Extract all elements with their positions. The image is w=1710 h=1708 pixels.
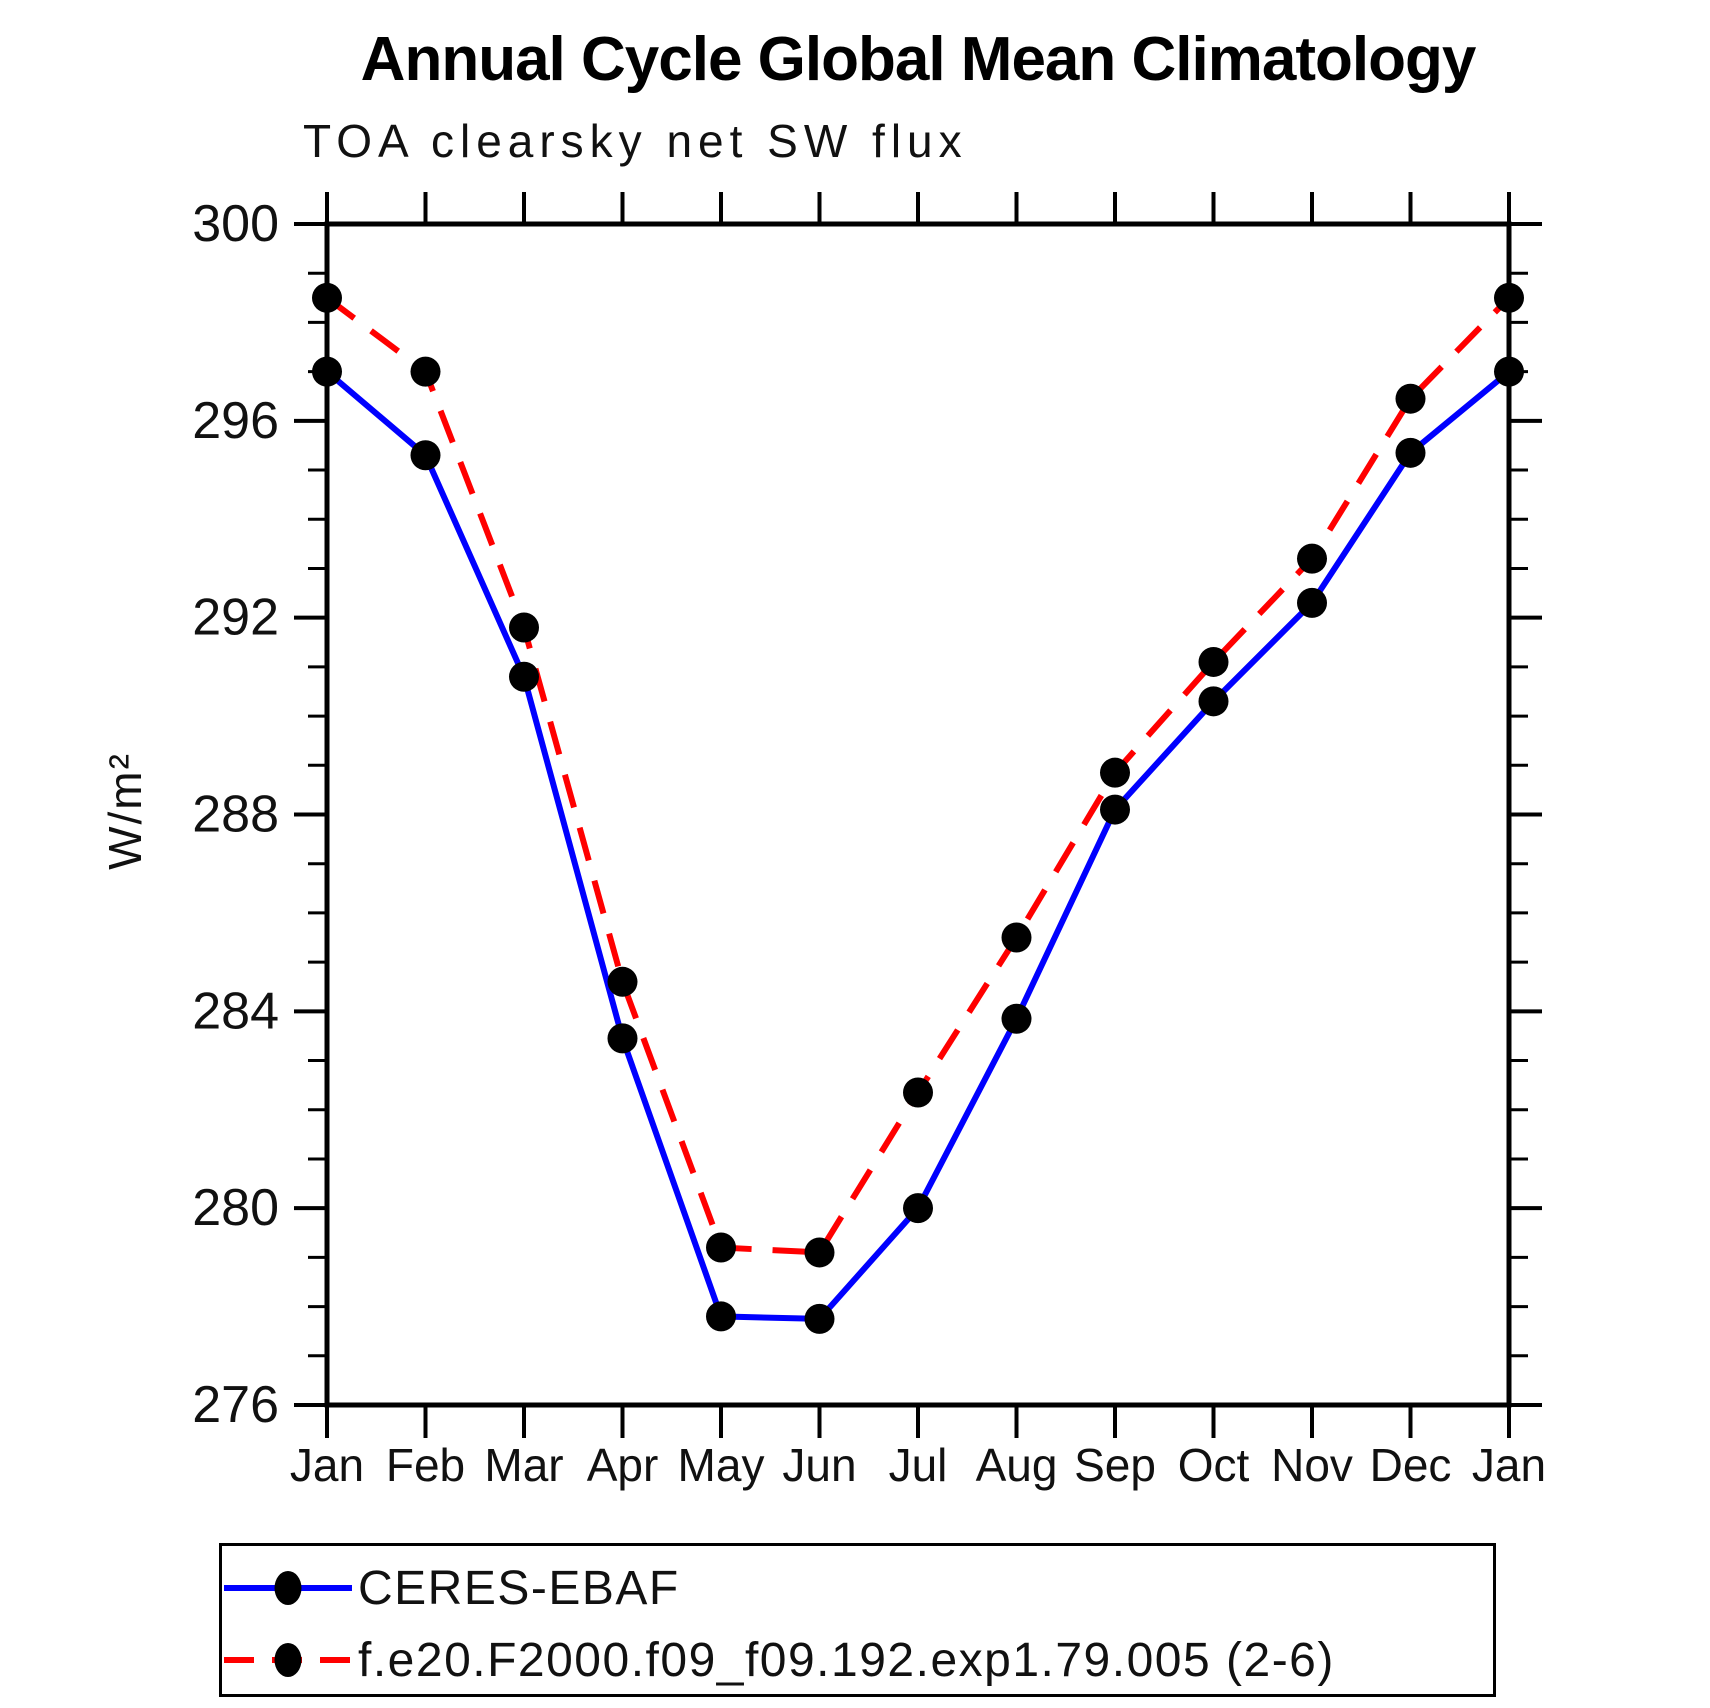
marker-dot (1100, 757, 1130, 788)
legend-item-model-run: f.e20.F2000.f09_f09.192.exp1.79.005 (2-6… (224, 1630, 1335, 1690)
y-tick-label: 296 (192, 392, 279, 450)
marker-dot (509, 661, 539, 692)
axis-box (324, 221, 1512, 1408)
x-tick-label: Oct (1178, 1439, 1250, 1491)
marker-dot (903, 1193, 933, 1224)
y-tick-label: 284 (192, 982, 279, 1040)
y-tick-label: 292 (192, 589, 279, 647)
y-tick-label: 288 (192, 786, 279, 844)
legend-line-sample-red (224, 1643, 352, 1677)
legend-item-ceres-ebaf: CERES-EBAF (224, 1558, 680, 1618)
marker-dot (706, 1232, 736, 1263)
marker-dot (1494, 356, 1524, 387)
marker-dot (410, 440, 441, 471)
legend-line-sample-blue (224, 1571, 352, 1605)
marker-dot (706, 1301, 736, 1332)
legend-marker-dot (274, 1643, 302, 1677)
marker-dot (1100, 794, 1130, 825)
x-tick-label: Apr (587, 1439, 659, 1491)
x-tick-label: Nov (1271, 1439, 1353, 1491)
marker-dot (509, 612, 539, 643)
x-tick-label: Jun (782, 1439, 856, 1491)
marker-dot (804, 1237, 835, 1268)
marker-dot (903, 1077, 933, 1108)
chart-subtitle: TOA clearsky net SW flux (303, 115, 968, 167)
legend-marker-dot (274, 1571, 302, 1605)
y-tick-label: 276 (192, 1376, 279, 1434)
legend-label-ceres-ebaf: CERES-EBAF (358, 1561, 680, 1615)
marker-dot (1001, 922, 1032, 953)
marker-dot (1395, 383, 1426, 414)
marker-dot (607, 966, 638, 997)
series-line-model-run (325, 295, 1512, 1256)
marker-dot (1001, 1003, 1032, 1034)
marker-dot (1198, 646, 1229, 677)
x-tick-label: Aug (976, 1439, 1058, 1491)
marker-dot (1395, 437, 1426, 468)
marker-dot (1297, 543, 1327, 574)
marker-dot (607, 1023, 638, 1054)
legend-label-model-run: f.e20.F2000.f09_f09.192.exp1.79.005 (2-6… (358, 1633, 1335, 1687)
x-tick-label: May (678, 1439, 765, 1491)
x-tick-label: Sep (1074, 1439, 1156, 1491)
marker-dot (804, 1303, 835, 1334)
marker-dot (1198, 686, 1229, 717)
x-tick-label: Jan (290, 1439, 364, 1491)
marker-dot (312, 282, 342, 313)
x-tick-label: Jul (889, 1439, 948, 1491)
y-tick-label: 300 (192, 195, 279, 253)
x-tick-label: Mar (484, 1439, 563, 1491)
marker-dot (1297, 587, 1327, 618)
x-tick-label: Jan (1472, 1439, 1546, 1491)
legend: CERES-EBAF f.e20.F2000.f09_f09.192.exp1.… (219, 1543, 1496, 1697)
series-line-ceres-ebaf (325, 369, 1511, 1322)
marker-dot (410, 356, 441, 387)
marker-dot (312, 356, 342, 387)
x-tick-label: Feb (386, 1439, 465, 1491)
y-tick-label: 280 (192, 1179, 279, 1237)
marker-dot (1494, 282, 1524, 313)
x-tick-label: Dec (1370, 1439, 1452, 1491)
chart-title: Annual Cycle Global Mean Climatology (360, 25, 1477, 94)
